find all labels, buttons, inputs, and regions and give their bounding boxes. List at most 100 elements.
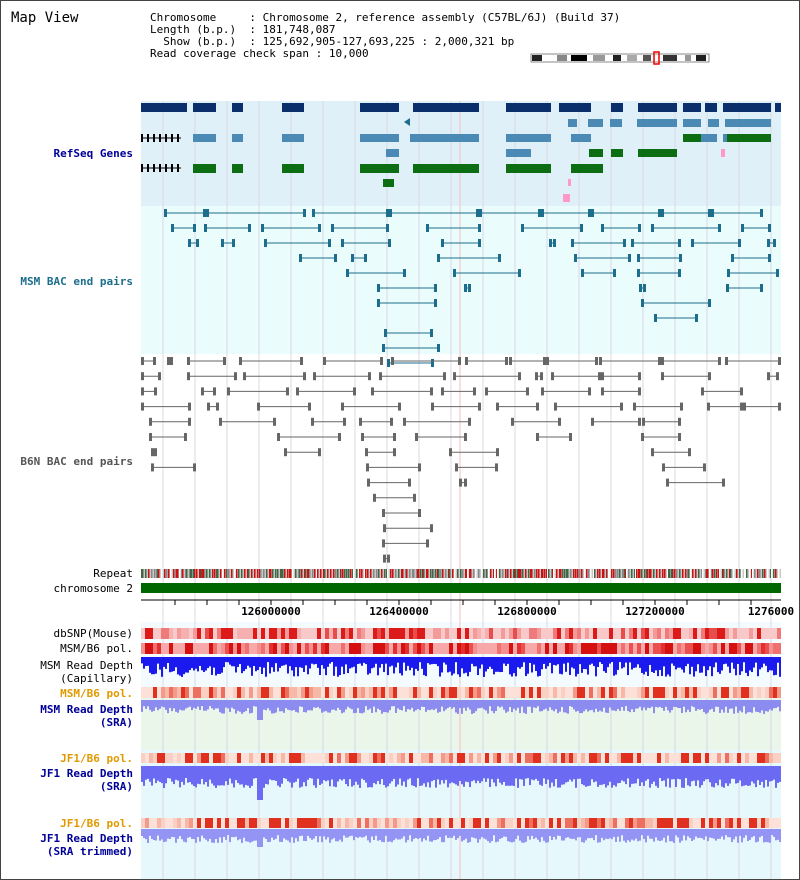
heat-cell	[581, 753, 585, 763]
depth-bar	[453, 657, 455, 674]
heat-cell	[565, 687, 569, 698]
depth-bar	[153, 766, 155, 779]
depth-bar	[283, 657, 285, 666]
heat-cell	[293, 687, 297, 698]
bac-end	[496, 448, 499, 457]
repeat-element	[359, 569, 361, 578]
depth-bar	[273, 829, 275, 840]
depth-bar	[553, 700, 555, 712]
heat-cell	[501, 818, 505, 828]
gene-feature	[360, 164, 399, 173]
repeat-element	[564, 569, 566, 578]
heat-cell	[525, 818, 529, 828]
heat-cell	[205, 687, 209, 698]
heat-cell	[761, 818, 765, 828]
depth-bar	[167, 766, 169, 779]
repeat-element	[257, 569, 259, 578]
depth-bar	[447, 766, 449, 788]
depth-bar	[709, 700, 711, 710]
heat-cell	[765, 687, 769, 698]
depth-bar	[771, 829, 773, 836]
repeat-element	[364, 569, 366, 578]
depth-bar	[695, 766, 697, 787]
heat-cell	[765, 818, 769, 828]
depth-bar	[593, 657, 595, 667]
heat-cell	[769, 687, 773, 698]
depth-bar	[287, 766, 289, 782]
heat-cell	[377, 628, 381, 639]
depth-bar	[377, 829, 379, 841]
repeat-element	[507, 569, 509, 578]
repeat-element	[706, 569, 708, 578]
heat-cell	[345, 643, 349, 654]
heat-cell	[369, 628, 373, 639]
heat-cell	[377, 643, 381, 654]
heat-cell	[413, 687, 417, 698]
depth-bar	[373, 829, 375, 841]
repeat-element	[348, 569, 350, 578]
depth-bar	[193, 829, 195, 840]
depth-bar	[687, 700, 689, 710]
depth-bar	[331, 657, 333, 663]
heat-cell	[697, 687, 701, 698]
heat-cell	[261, 643, 265, 654]
depth-bar	[409, 657, 411, 671]
heat-cell	[541, 753, 545, 763]
depth-bar	[143, 657, 145, 669]
depth-bar	[539, 829, 541, 843]
ideogram-selection	[653, 51, 660, 65]
depth-bar	[573, 700, 575, 710]
depth-bar	[721, 766, 723, 787]
heat-cell	[421, 643, 425, 654]
depth-bar	[545, 829, 547, 843]
heat-cell	[381, 753, 385, 763]
repeat-element	[566, 569, 568, 578]
depth-bar	[443, 657, 445, 663]
heat-cell	[477, 628, 481, 639]
bac-end	[257, 402, 260, 411]
bac-end	[658, 357, 661, 365]
heat-cell	[585, 818, 589, 828]
depth-bar	[249, 700, 251, 714]
depth-bar	[619, 829, 621, 842]
depth-bar	[611, 700, 613, 711]
repeat-element	[602, 569, 604, 578]
bac-end	[167, 357, 170, 365]
heat-cell	[353, 753, 357, 763]
depth-bar	[625, 766, 627, 785]
depth-bar	[235, 700, 237, 714]
bac-end	[398, 402, 401, 411]
depth-bar	[765, 657, 767, 666]
bac-end	[204, 224, 207, 232]
heat-cell	[509, 628, 513, 639]
depth-bar	[263, 829, 265, 838]
depth-bar	[629, 657, 631, 663]
depth-bar	[551, 829, 553, 841]
repeat-element	[707, 569, 709, 578]
depth-bar	[325, 766, 327, 782]
depth-bar	[735, 700, 737, 707]
heat-cell	[425, 643, 429, 654]
depth-bar	[217, 657, 219, 674]
repeat-element	[224, 569, 226, 578]
depth-bar	[459, 829, 461, 836]
heat-cell	[213, 687, 217, 698]
depth-bar	[489, 766, 491, 787]
repeat-element	[722, 569, 724, 578]
bac-end	[213, 387, 216, 396]
heat-cell	[685, 628, 689, 639]
bac-end	[641, 299, 644, 307]
bac-end	[546, 357, 549, 365]
heat-cell	[609, 753, 613, 763]
depth-bar	[395, 766, 397, 787]
bac-end	[243, 372, 246, 381]
msm-capillary-depth-histogram	[141, 657, 781, 677]
heat-cell	[645, 628, 649, 639]
depth-bar	[505, 829, 507, 837]
depth-bar	[269, 829, 271, 842]
depth-bar	[769, 700, 771, 710]
depth-bar	[199, 766, 201, 785]
repeat-element	[553, 569, 555, 578]
heat-cell	[197, 818, 201, 828]
